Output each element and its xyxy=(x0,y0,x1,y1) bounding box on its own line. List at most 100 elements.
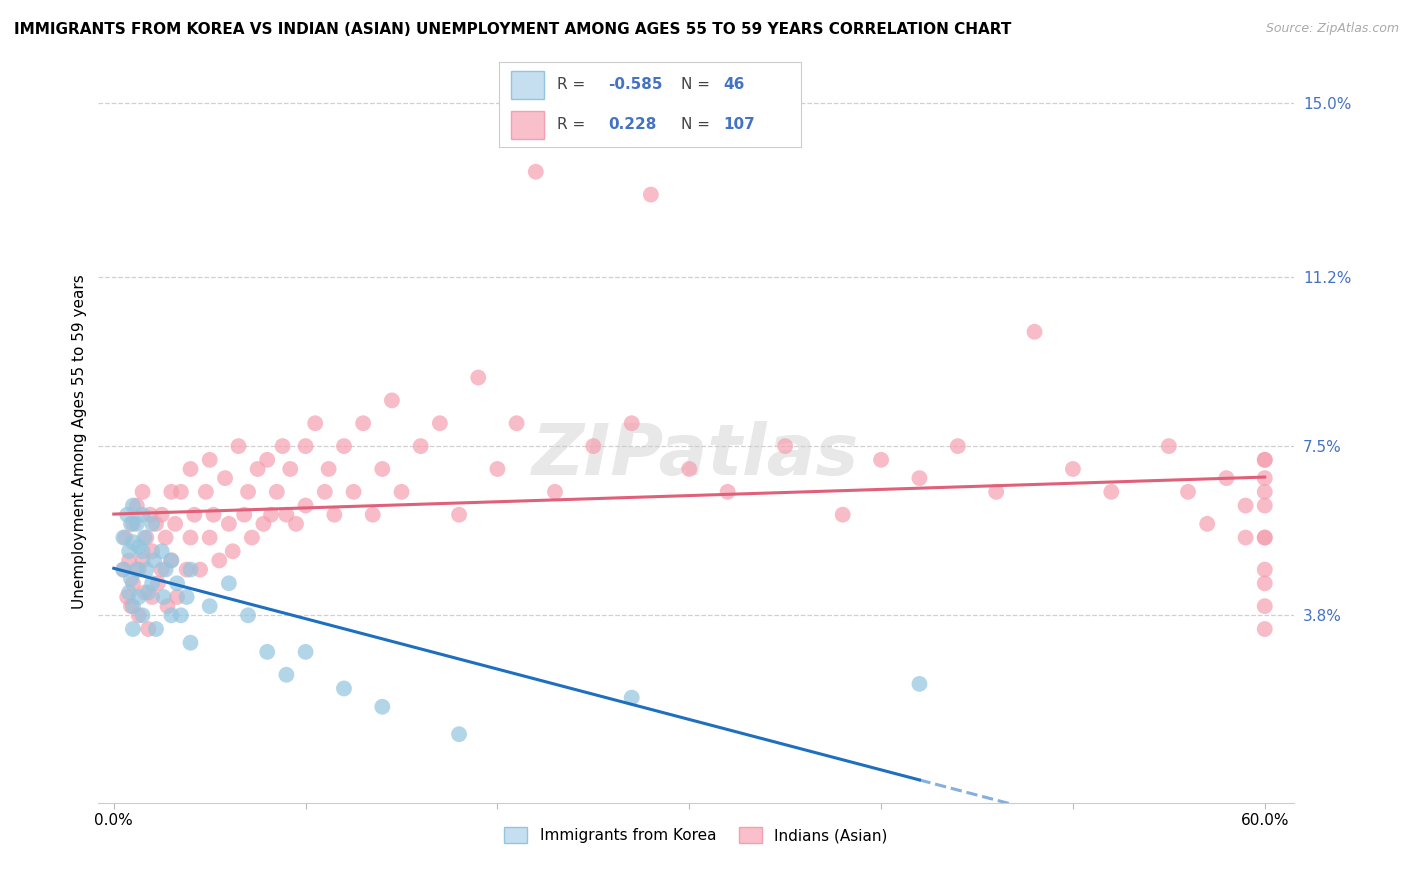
Point xyxy=(166,576,188,591)
Point xyxy=(678,462,700,476)
Point xyxy=(1254,531,1277,545)
Point xyxy=(304,416,326,430)
Point xyxy=(118,585,141,599)
Point xyxy=(122,622,145,636)
Point xyxy=(170,484,193,499)
Point xyxy=(131,484,153,499)
FancyBboxPatch shape xyxy=(512,71,544,99)
Point xyxy=(131,608,153,623)
Point xyxy=(160,553,183,567)
Point xyxy=(342,484,364,499)
Point xyxy=(333,681,356,696)
Text: Source: ZipAtlas.com: Source: ZipAtlas.com xyxy=(1265,22,1399,36)
Point xyxy=(1234,499,1257,513)
Point xyxy=(544,484,567,499)
Point xyxy=(1197,516,1219,531)
Point xyxy=(150,508,173,522)
Point xyxy=(120,572,142,586)
Point xyxy=(1254,576,1277,591)
Point xyxy=(131,508,153,522)
Point xyxy=(285,516,308,531)
Point xyxy=(188,563,211,577)
Point xyxy=(165,516,187,531)
Point xyxy=(946,439,969,453)
Point xyxy=(1254,471,1277,485)
Point xyxy=(371,699,394,714)
Point xyxy=(120,599,142,614)
Text: R =: R = xyxy=(557,117,595,132)
Point xyxy=(1254,563,1277,577)
Point xyxy=(986,484,1008,499)
Point xyxy=(156,599,179,614)
Point xyxy=(146,576,169,591)
Point xyxy=(214,471,236,485)
Point xyxy=(141,576,163,591)
Point xyxy=(128,540,150,554)
Point xyxy=(256,453,278,467)
Point xyxy=(112,563,135,577)
Point xyxy=(240,531,263,545)
Point xyxy=(361,508,384,522)
Point xyxy=(155,531,177,545)
Point xyxy=(486,462,509,476)
Point xyxy=(314,484,336,499)
Point xyxy=(198,453,221,467)
Point xyxy=(1254,453,1277,467)
FancyBboxPatch shape xyxy=(512,111,544,139)
Point xyxy=(252,516,274,531)
Point xyxy=(152,590,174,604)
Point xyxy=(176,563,198,577)
Point xyxy=(582,439,605,453)
Text: 107: 107 xyxy=(723,117,755,132)
Point xyxy=(135,563,157,577)
Point xyxy=(160,553,183,567)
Point xyxy=(333,439,356,453)
Point xyxy=(125,516,148,531)
Point xyxy=(323,508,346,522)
Point xyxy=(620,690,643,705)
Point xyxy=(179,636,201,650)
Point xyxy=(908,677,931,691)
Point xyxy=(198,599,221,614)
Point xyxy=(136,585,159,599)
Point xyxy=(870,453,893,467)
Point xyxy=(141,544,163,558)
Point xyxy=(122,535,145,549)
Point xyxy=(222,544,245,558)
Point xyxy=(112,531,135,545)
Point xyxy=(1254,622,1277,636)
Point xyxy=(143,553,166,567)
Point xyxy=(131,544,153,558)
Point xyxy=(505,416,527,430)
Point xyxy=(218,576,240,591)
Point xyxy=(125,563,148,577)
Point xyxy=(1254,484,1277,499)
Point xyxy=(120,516,142,531)
Point xyxy=(160,484,183,499)
Point xyxy=(260,508,283,522)
Point xyxy=(128,590,150,604)
Point xyxy=(112,563,135,577)
Point xyxy=(141,590,163,604)
Point xyxy=(122,499,145,513)
Point xyxy=(1215,471,1237,485)
Point xyxy=(135,531,157,545)
Text: IMMIGRANTS FROM KOREA VS INDIAN (ASIAN) UNEMPLOYMENT AMONG AGES 55 TO 59 YEARS C: IMMIGRANTS FROM KOREA VS INDIAN (ASIAN) … xyxy=(14,22,1011,37)
Y-axis label: Unemployment Among Ages 55 to 59 years: Unemployment Among Ages 55 to 59 years xyxy=(72,274,87,609)
Point xyxy=(131,553,153,567)
Point xyxy=(176,590,198,604)
Point xyxy=(271,439,294,453)
Point xyxy=(1234,531,1257,545)
Point xyxy=(145,622,167,636)
Point xyxy=(115,590,138,604)
Point xyxy=(294,499,316,513)
Point xyxy=(166,590,188,604)
Point xyxy=(150,563,173,577)
Point xyxy=(246,462,269,476)
Point xyxy=(141,516,163,531)
Point xyxy=(134,585,156,599)
Point xyxy=(318,462,340,476)
Point xyxy=(125,499,148,513)
Point xyxy=(449,727,471,741)
Point xyxy=(228,439,250,453)
